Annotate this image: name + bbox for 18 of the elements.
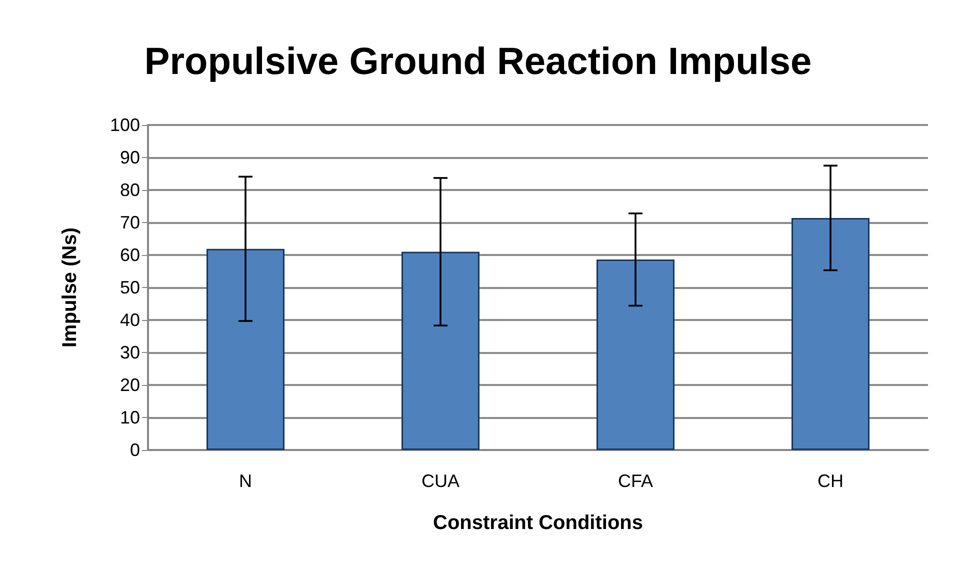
y-tick-label: 40: [120, 310, 140, 330]
y-tick-label: 0: [130, 440, 140, 460]
y-tick-label: 30: [120, 342, 140, 362]
x-tick-label: CH: [818, 471, 844, 491]
y-tick-label: 100: [110, 115, 140, 135]
y-axis-title: Impulse (Ns): [59, 227, 81, 348]
y-tick-label: 70: [120, 212, 140, 232]
y-tick-label: 90: [120, 148, 140, 168]
x-tick-label: CFA: [618, 471, 654, 491]
chart-title: Propulsive Ground Reaction Impulse: [144, 41, 812, 83]
x-axis-title: Constraint Conditions: [433, 512, 643, 534]
x-tick-label: CUA: [421, 471, 460, 491]
y-tick-label: 80: [120, 180, 140, 200]
y-tick-label: 10: [120, 408, 140, 428]
y-tick-label: 60: [120, 245, 140, 265]
y-tick-label: 50: [120, 278, 140, 298]
x-tick-label: N: [239, 471, 252, 491]
y-tick-label: 20: [120, 375, 140, 395]
